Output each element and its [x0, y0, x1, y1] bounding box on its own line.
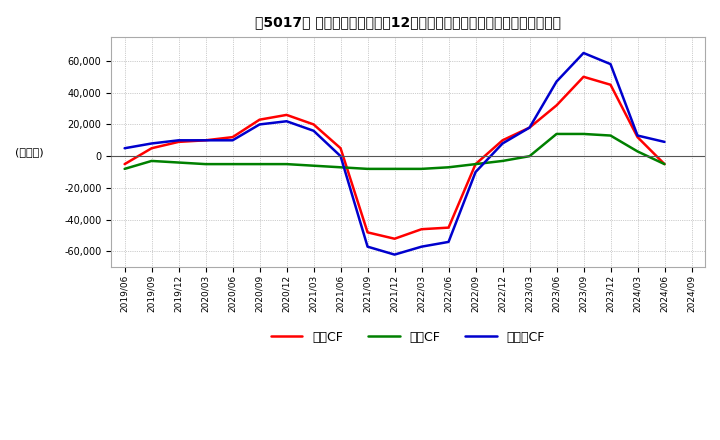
- 営業CF: [660, 161, 669, 167]
- フリーCF: [525, 125, 534, 130]
- Legend: 営業CF, 投資CF, フリーCF: 営業CF, 投資CF, フリーCF: [266, 326, 550, 348]
- 投資CF: [471, 161, 480, 167]
- フリーCF: [579, 50, 588, 55]
- 投資CF: [525, 154, 534, 159]
- 投資CF: [364, 166, 372, 172]
- 営業CF: [148, 146, 156, 151]
- フリーCF: [148, 141, 156, 146]
- 投資CF: [660, 161, 669, 167]
- 営業CF: [336, 146, 345, 151]
- Line: 投資CF: 投資CF: [125, 134, 665, 169]
- フリーCF: [498, 141, 507, 146]
- 営業CF: [282, 112, 291, 117]
- 投資CF: [552, 131, 561, 136]
- フリーCF: [660, 139, 669, 144]
- フリーCF: [282, 119, 291, 124]
- 投資CF: [418, 166, 426, 172]
- 投資CF: [633, 149, 642, 154]
- 営業CF: [418, 227, 426, 232]
- フリーCF: [228, 138, 237, 143]
- フリーCF: [633, 133, 642, 138]
- フリーCF: [310, 128, 318, 133]
- 営業CF: [633, 135, 642, 140]
- 営業CF: [471, 161, 480, 167]
- 投資CF: [444, 165, 453, 170]
- Line: フリーCF: フリーCF: [125, 53, 665, 255]
- 投資CF: [498, 158, 507, 164]
- 投資CF: [606, 133, 615, 138]
- フリーCF: [552, 79, 561, 84]
- フリーCF: [418, 244, 426, 249]
- 投資CF: [148, 158, 156, 164]
- フリーCF: [256, 122, 264, 127]
- フリーCF: [174, 138, 183, 143]
- フリーCF: [471, 169, 480, 175]
- 営業CF: [579, 74, 588, 80]
- 営業CF: [498, 138, 507, 143]
- Y-axis label: (百万円): (百万円): [15, 147, 44, 157]
- 投資CF: [282, 161, 291, 167]
- 営業CF: [174, 139, 183, 144]
- 投資CF: [336, 165, 345, 170]
- 営業CF: [228, 135, 237, 140]
- フリーCF: [444, 239, 453, 245]
- 営業CF: [310, 122, 318, 127]
- 投資CF: [310, 163, 318, 169]
- 投資CF: [256, 161, 264, 167]
- 営業CF: [552, 103, 561, 108]
- 投資CF: [390, 166, 399, 172]
- フリーCF: [390, 252, 399, 257]
- フリーCF: [606, 62, 615, 67]
- 営業CF: [364, 230, 372, 235]
- フリーCF: [336, 154, 345, 159]
- 営業CF: [525, 125, 534, 130]
- フリーCF: [120, 146, 129, 151]
- 投資CF: [202, 161, 210, 167]
- 投資CF: [120, 166, 129, 172]
- フリーCF: [364, 244, 372, 249]
- 営業CF: [202, 138, 210, 143]
- 営業CF: [120, 161, 129, 167]
- 営業CF: [444, 225, 453, 230]
- 営業CF: [606, 82, 615, 88]
- 営業CF: [390, 236, 399, 242]
- 投資CF: [174, 160, 183, 165]
- 投資CF: [579, 131, 588, 136]
- 営業CF: [256, 117, 264, 122]
- Title: 【5017】 キャッシュフローの12か月移動合計の対前年同期増減額の推移: 【5017】 キャッシュフローの12か月移動合計の対前年同期増減額の推移: [255, 15, 561, 29]
- 投資CF: [228, 161, 237, 167]
- フリーCF: [202, 138, 210, 143]
- Line: 営業CF: 営業CF: [125, 77, 665, 239]
